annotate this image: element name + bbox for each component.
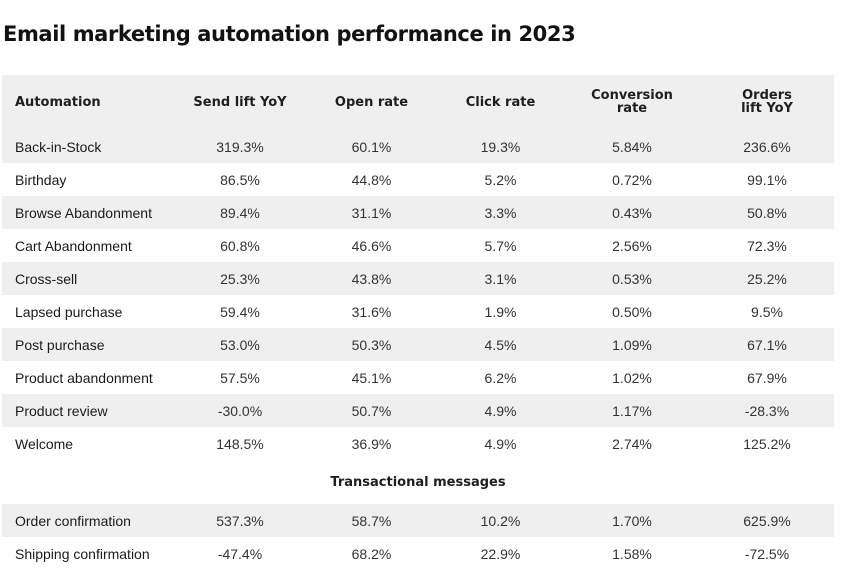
send-lift-value: 319.3%	[216, 138, 264, 155]
click-rate-value: 5.2%	[484, 171, 517, 188]
send-lift-value: 148.5%	[216, 435, 264, 452]
orders-lift-value: 236.6%	[743, 138, 791, 155]
open-rate-value: 31.1%	[351, 204, 392, 221]
click-rate-value: 4.5%	[484, 336, 517, 353]
send-lift-value: 60.8%	[220, 237, 260, 254]
send-lift-value: -47.4%	[217, 545, 263, 562]
orders-lift-value: 25.2%	[747, 270, 787, 287]
click-rate-value: 5.7%	[484, 237, 517, 254]
open-rate-value: 68.2%	[351, 545, 392, 562]
conversion-rate-value: 1.09%	[612, 336, 652, 353]
table-row: Product abandonment 57.5% 45.1% 6.2% 1.02% 67…	[2, 361, 834, 394]
table-row: Browse Abandonment 89.4% 31.1% 3.3% 0.43% 50.…	[2, 196, 834, 229]
table-row: Cart Abandonment 60.8% 46.6% 5.7% 2.56% 72.3%	[2, 229, 834, 262]
automation-name: Back-in-Stock	[15, 138, 102, 155]
conversion-rate-value: 1.58%	[612, 545, 652, 562]
open-rate-value: 44.8%	[351, 171, 392, 188]
click-rate-value: 3.1%	[484, 270, 517, 287]
column-header-open-rate: Open rate	[334, 95, 409, 110]
open-rate-value: 58.7%	[351, 512, 392, 529]
table-row: Cross-sell 25.3% 43.8% 3.1% 0.53% 25.2%	[2, 262, 834, 295]
table-row: Back-in-Stock 319.3% 60.1% 19.3% 5.84% 236.6%	[2, 130, 834, 163]
open-rate-value: 36.9%	[351, 435, 392, 452]
conversion-rate-value: 2.74%	[612, 435, 652, 452]
send-lift-value: 53.0%	[220, 336, 260, 353]
transactional-section: Transactional messages	[2, 460, 834, 504]
page-title: Email marketing automation performance i…	[3, 22, 576, 46]
automation-name: Post purchase	[15, 336, 105, 353]
orders-lift-value: 9.5%	[751, 303, 783, 320]
column-header-click-rate: Click rate	[465, 95, 536, 110]
table-row: Order confirmation 537.3% 58.7% 10.2% 1.70% 6…	[2, 504, 834, 537]
column-header-conversion-rate: Conversion rate	[591, 88, 673, 116]
send-lift-value: 537.3%	[216, 512, 264, 529]
open-rate-value: 50.7%	[351, 402, 392, 419]
click-rate-value: 6.2%	[484, 369, 517, 386]
table-header-row: Automation Send lift YoY Open rate Click…	[2, 75, 834, 130]
automation-name: Cross-sell	[15, 270, 78, 287]
conversion-rate-value: 5.84%	[612, 138, 652, 155]
open-rate-value: 45.1%	[351, 369, 392, 386]
automation-rows: Back-in-Stock 319.3% 60.1% 19.3% 5.84% 236.6%…	[2, 130, 834, 460]
open-rate-value: 43.8%	[351, 270, 392, 287]
conversion-rate-value: 0.72%	[612, 171, 652, 188]
automation-name: Product abandonment	[15, 369, 153, 386]
table-row: Lapsed purchase 59.4% 31.6% 1.9% 0.50% 9.5%	[2, 295, 834, 328]
table-row: Post purchase 53.0% 50.3% 4.5% 1.09% 67.1%	[2, 328, 834, 361]
open-rate-value: 31.6%	[351, 303, 392, 320]
open-rate-value: 60.1%	[351, 138, 392, 155]
orders-lift-value: 625.9%	[743, 512, 791, 529]
conversion-rate-value: 1.70%	[612, 512, 652, 529]
table-row: Product review -30.0% 50.7% 4.9% 1.17% -28.3%	[2, 394, 834, 427]
automation-name: Order confirmation	[15, 512, 131, 529]
open-rate-value: 50.3%	[351, 336, 392, 353]
table-row: Shipping confirmation -47.4% 68.2% 22.9% 1.5…	[2, 537, 834, 570]
section-label: Transactional messages	[330, 474, 506, 490]
orders-lift-value: 72.3%	[747, 237, 787, 254]
click-rate-value: 3.3%	[484, 204, 517, 221]
conversion-rate-value: 0.43%	[612, 204, 652, 221]
conversion-rate-value: 2.56%	[612, 237, 652, 254]
table-row: Birthday 86.5% 44.8% 5.2% 0.72% 99.1%	[2, 163, 834, 196]
automation-name: Shipping confirmation	[15, 545, 150, 562]
transactional-rows: Order confirmation 537.3% 58.7% 10.2% 1.70% 6…	[2, 504, 834, 570]
send-lift-value: 86.5%	[220, 171, 260, 188]
conversion-rate-value: 1.17%	[612, 402, 652, 419]
automation-name: Welcome	[15, 435, 74, 452]
table-row: Welcome 148.5% 36.9% 4.9% 2.74% 125.2%	[2, 427, 834, 460]
performance-table: Automation Send lift YoY Open rate Click…	[2, 75, 834, 570]
click-rate-value: 19.3%	[480, 138, 521, 155]
automation-name: Cart Abandonment	[15, 237, 132, 254]
send-lift-value: -30.0%	[217, 402, 263, 419]
conversion-rate-value: 1.02%	[612, 369, 652, 386]
orders-lift-value: 67.1%	[747, 336, 787, 353]
click-rate-value: 10.2%	[480, 512, 521, 529]
section-header-row: Transactional messages	[2, 460, 834, 504]
send-lift-value: 57.5%	[220, 369, 260, 386]
column-header-orders-lift: Orders lift YoY	[741, 88, 793, 116]
click-rate-value: 4.9%	[484, 402, 517, 419]
click-rate-value: 22.9%	[480, 545, 521, 562]
conversion-rate-value: 0.50%	[612, 303, 652, 320]
orders-lift-value: 99.1%	[747, 171, 787, 188]
click-rate-value: 1.9%	[484, 303, 517, 320]
orders-lift-value: 125.2%	[743, 435, 791, 452]
send-lift-value: 89.4%	[220, 204, 260, 221]
orders-lift-value: -28.3%	[744, 402, 790, 419]
send-lift-value: 59.4%	[220, 303, 260, 320]
conversion-rate-value: 0.53%	[612, 270, 652, 287]
click-rate-value: 4.9%	[484, 435, 517, 452]
automation-name: Product review	[15, 402, 108, 419]
automation-name: Lapsed purchase	[15, 303, 123, 320]
automation-name: Browse Abandonment	[15, 204, 152, 221]
automation-name: Birthday	[15, 171, 67, 188]
column-header-send-lift: Send lift YoY	[193, 95, 287, 110]
orders-lift-value: 67.9%	[747, 369, 787, 386]
send-lift-value: 25.3%	[220, 270, 260, 287]
open-rate-value: 46.6%	[351, 237, 392, 254]
orders-lift-value: -72.5%	[744, 545, 790, 562]
column-header-automation: Automation	[15, 95, 101, 110]
orders-lift-value: 50.8%	[747, 204, 787, 221]
